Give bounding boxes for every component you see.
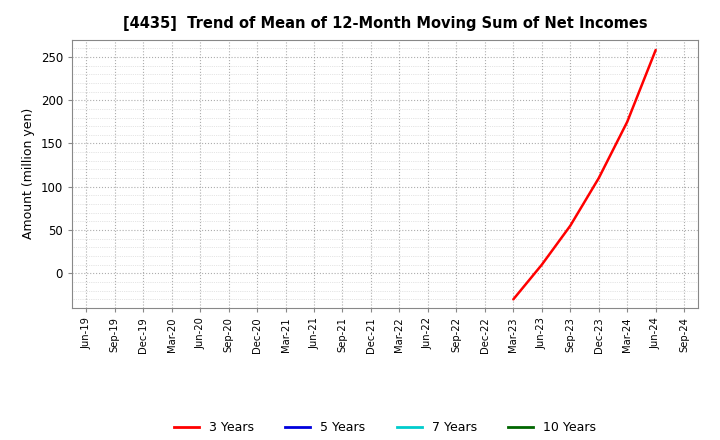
Legend: 3 Years, 5 Years, 7 Years, 10 Years: 3 Years, 5 Years, 7 Years, 10 Years: [169, 416, 601, 439]
Title: [4435]  Trend of Mean of 12-Month Moving Sum of Net Incomes: [4435] Trend of Mean of 12-Month Moving …: [123, 16, 647, 32]
Y-axis label: Amount (million yen): Amount (million yen): [22, 108, 35, 239]
